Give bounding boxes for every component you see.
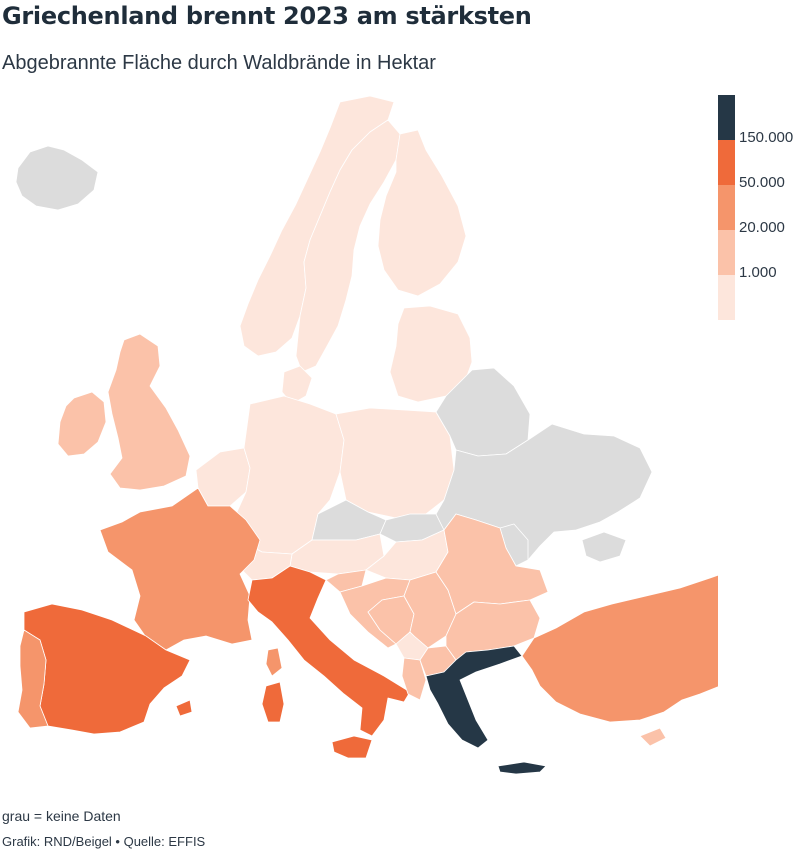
- legend-swatch-1: [718, 140, 735, 185]
- region-sicily[interactable]: [331, 735, 373, 759]
- region-finland[interactable]: [377, 129, 467, 297]
- region-crimea[interactable]: [581, 531, 627, 563]
- footnote: grau = keine Daten: [2, 808, 121, 824]
- chart-title: Griechenland brennt 2023 am stärksten: [2, 2, 532, 30]
- region-slovenia[interactable]: [325, 569, 367, 593]
- legend: 150.000 50.000 20.000 1.000: [718, 95, 800, 320]
- legend-label-50000: 50.000: [739, 174, 785, 191]
- chart-subtitle: Abgebrannte Fläche durch Waldbrände in H…: [2, 52, 436, 74]
- region-united-kingdom[interactable]: [107, 333, 191, 491]
- legend-swatch-0: [718, 95, 735, 140]
- region-france[interactable]: [99, 487, 261, 651]
- legend-label-150000: 150.000: [739, 129, 794, 146]
- legend-swatch-2: [718, 185, 735, 230]
- region-turkey[interactable]: [521, 566, 718, 723]
- region-cyprus[interactable]: [639, 727, 667, 747]
- region-portugal[interactable]: [17, 629, 49, 729]
- region-iceland[interactable]: [15, 145, 99, 211]
- region-denmark[interactable]: [281, 365, 313, 405]
- source-credit: Grafik: RND/Beigel • Quelle: EFFIS: [2, 834, 206, 849]
- legend-swatch-4: [718, 275, 735, 320]
- region-crete[interactable]: [497, 761, 547, 775]
- region-sardinia[interactable]: [261, 681, 285, 723]
- legend-swatch-3: [718, 230, 735, 275]
- region-corsica[interactable]: [265, 647, 283, 677]
- europe-map: [15, 95, 718, 775]
- legend-label-1000: 1.000: [739, 264, 777, 281]
- legend-label-20000: 20.000: [739, 219, 785, 236]
- region-benelux[interactable]: [195, 447, 251, 507]
- region-greece[interactable]: [425, 645, 523, 749]
- region-balearics[interactable]: [175, 699, 193, 717]
- region-sweden[interactable]: [295, 119, 401, 373]
- region-poland[interactable]: [335, 407, 455, 519]
- region-ireland[interactable]: [57, 391, 107, 457]
